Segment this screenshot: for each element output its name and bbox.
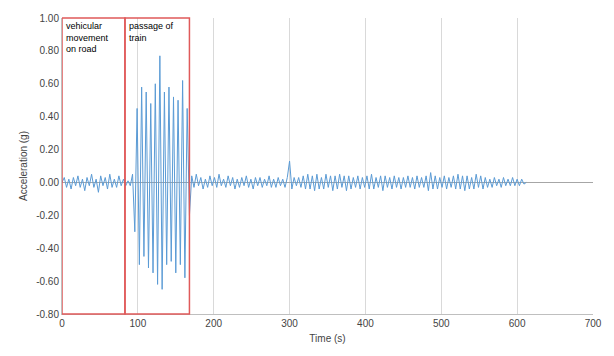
svg-text:-0.60: -0.60 bbox=[36, 276, 59, 287]
svg-text:700: 700 bbox=[585, 318, 602, 329]
svg-text:Time (s): Time (s) bbox=[309, 333, 345, 344]
svg-text:0.40: 0.40 bbox=[40, 111, 60, 122]
svg-text:0: 0 bbox=[59, 318, 65, 329]
svg-text:200: 200 bbox=[205, 318, 222, 329]
svg-text:vehicularmovementon road: vehicularmovementon road bbox=[66, 21, 109, 54]
svg-text:0.60: 0.60 bbox=[40, 78, 60, 89]
svg-text:passage oftrain: passage oftrain bbox=[129, 21, 174, 43]
svg-text:400: 400 bbox=[357, 318, 374, 329]
svg-text:0.20: 0.20 bbox=[40, 144, 60, 155]
svg-text:100: 100 bbox=[130, 318, 147, 329]
svg-text:0.00: 0.00 bbox=[40, 177, 60, 188]
svg-text:Acceleration (g): Acceleration (g) bbox=[18, 131, 29, 201]
svg-text:300: 300 bbox=[281, 318, 298, 329]
svg-text:600: 600 bbox=[509, 318, 526, 329]
svg-text:500: 500 bbox=[433, 318, 450, 329]
svg-text:1.00: 1.00 bbox=[40, 13, 60, 24]
svg-text:-0.20: -0.20 bbox=[36, 210, 59, 221]
svg-text:0.80: 0.80 bbox=[40, 45, 60, 56]
svg-text:-0.40: -0.40 bbox=[36, 243, 59, 254]
svg-text:-0.80: -0.80 bbox=[36, 309, 59, 320]
